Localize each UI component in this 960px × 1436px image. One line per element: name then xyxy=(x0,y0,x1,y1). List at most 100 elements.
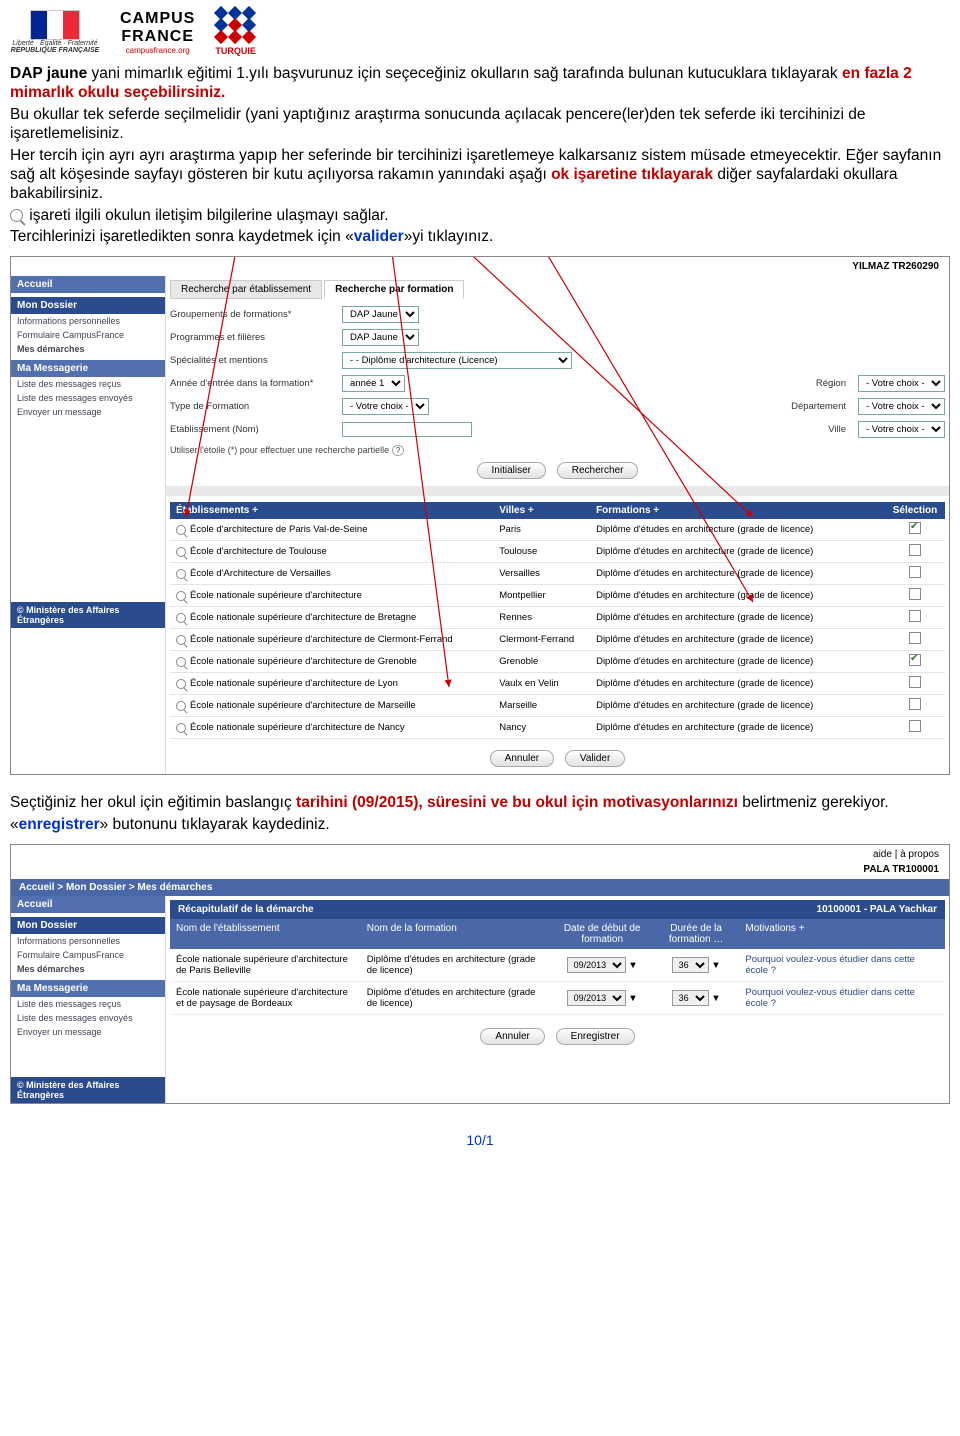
recap-motivation-link[interactable]: Pourquoi voulez-vous étudier dans cette … xyxy=(739,982,945,1014)
table-row: École nationale supérieure d'architectur… xyxy=(170,607,945,629)
table-row: École nationale supérieure d'architectur… xyxy=(170,651,945,673)
selection-checkbox[interactable] xyxy=(909,610,921,622)
sc2-nav-m2[interactable]: Liste des messages envoyés xyxy=(11,1011,165,1025)
sel-date[interactable]: 09/2013 xyxy=(567,990,626,1006)
logo-diamond: TURQUIE xyxy=(215,8,256,56)
magnifier-icon[interactable] xyxy=(176,701,186,711)
table-row: École nationale supérieure d'architectur… xyxy=(170,585,945,607)
p1b: yani mimarlık eğitimi 1.yılı başvurunuz … xyxy=(87,65,842,82)
p5b-valider: valider xyxy=(354,228,404,245)
p2f: » butonunu tıklayarak kaydediniz. xyxy=(100,816,330,833)
instructions-block-1: DAP jaune yani mimarlık eğitimi 1.yılı b… xyxy=(0,64,960,246)
recap-motivation-link[interactable]: Pourquoi voulez-vous étudier dans cette … xyxy=(739,949,945,981)
city: Clermont-Ferrand xyxy=(493,631,590,648)
btn-valider[interactable]: Valider xyxy=(565,750,625,767)
btn-initialiser[interactable]: Initialiser xyxy=(477,462,546,479)
inp-etab[interactable] xyxy=(342,422,472,437)
sc2-breadcrumb: Accueil > Mon Dossier > Mes démarches xyxy=(11,879,949,896)
sel-programmes[interactable]: DAP Jaune xyxy=(342,329,419,346)
sel-specialites[interactable]: - - Diplôme d'architecture (Licence) xyxy=(342,352,572,369)
magnifier-icon[interactable] xyxy=(176,547,186,557)
selection-checkbox[interactable] xyxy=(909,544,921,556)
selection-checkbox[interactable] xyxy=(909,522,921,534)
sel-dur[interactable]: 36 xyxy=(672,957,709,973)
magnifier-icon[interactable] xyxy=(176,635,186,645)
nav-d2[interactable]: Formulaire CampusFrance xyxy=(11,328,165,342)
sc2-nav-d3[interactable]: Mes démarches xyxy=(11,962,165,976)
lbl-region: Région xyxy=(816,378,846,389)
formation: Diplôme d'études en architecture (grade … xyxy=(590,587,885,604)
selection-checkbox[interactable] xyxy=(909,566,921,578)
recap-h2: Nom de la formation xyxy=(361,919,552,949)
nav-messagerie[interactable]: Ma Messagerie xyxy=(11,360,165,377)
p3b: ok işaretine tıklayarak xyxy=(551,166,713,183)
sel-dep[interactable]: - Votre choix - xyxy=(858,398,945,415)
btn-rechercher[interactable]: Rechercher xyxy=(557,462,639,479)
btn-sc2-annuler[interactable]: Annuler xyxy=(480,1028,544,1045)
magnifier-icon[interactable] xyxy=(176,723,186,733)
sel-type[interactable]: - Votre choix - xyxy=(342,398,429,415)
sc2-nav-messagerie[interactable]: Ma Messagerie xyxy=(11,980,165,997)
tab-formation[interactable]: Recherche par formation xyxy=(324,280,464,299)
btn-annuler[interactable]: Annuler xyxy=(490,750,554,767)
sel-date[interactable]: 09/2013 xyxy=(567,957,626,973)
table-row: École nationale supérieure d'architectur… xyxy=(170,717,945,739)
etab-name: École d'architecture de Toulouse xyxy=(190,546,327,557)
nav-d3[interactable]: Mes démarches xyxy=(11,342,165,356)
nav-ministere: © Ministère des Affaires Étrangères xyxy=(11,602,165,628)
recap-row: École nationale supérieure d'architectur… xyxy=(170,982,945,1015)
nav-d1[interactable]: Informations personnelles xyxy=(11,314,165,328)
recap-title: Récapitulatif de la démarche xyxy=(178,904,314,915)
magnifier-icon[interactable] xyxy=(176,569,186,579)
nav-dossier[interactable]: Mon Dossier xyxy=(11,297,165,314)
selection-checkbox[interactable] xyxy=(909,698,921,710)
nav-m2[interactable]: Liste des messages envoyés xyxy=(11,391,165,405)
selection-checkbox[interactable] xyxy=(909,632,921,644)
instructions-block-2: Seçtiğiniz her okul için eğitimin baslan… xyxy=(0,793,960,834)
selection-checkbox[interactable] xyxy=(909,676,921,688)
nav-m1[interactable]: Liste des messages reçus xyxy=(11,377,165,391)
col-ville[interactable]: Villes + xyxy=(493,502,590,519)
col-etab[interactable]: Établissements + xyxy=(170,502,493,519)
etab-name: École nationale supérieure d'architectur… xyxy=(190,590,362,601)
sel-annee[interactable]: année 1 xyxy=(342,375,405,392)
magnifier-icon[interactable] xyxy=(176,525,186,535)
selection-checkbox[interactable] xyxy=(909,720,921,732)
sc2-nav-ministere: © Ministère des Affaires Étrangères xyxy=(11,1077,165,1103)
nav-m3[interactable]: Envoyer un message xyxy=(11,405,165,419)
sc2-nav-accueil[interactable]: Accueil xyxy=(11,896,165,913)
sc2-nav-d1[interactable]: Informations personnelles xyxy=(11,934,165,948)
magnifier-icon[interactable] xyxy=(176,657,186,667)
btn-sc2-enregistrer[interactable]: Enregistrer xyxy=(556,1028,635,1045)
dap-jaune: DAP jaune xyxy=(10,65,87,82)
p2d: « xyxy=(10,816,19,833)
selection-checkbox[interactable] xyxy=(909,588,921,600)
sel-region[interactable]: - Votre choix - xyxy=(858,375,945,392)
etab-name: École nationale supérieure d'architectur… xyxy=(190,634,453,645)
help-icon[interactable]: ? xyxy=(392,445,404,456)
sc2-nav-m1[interactable]: Liste des messages reçus xyxy=(11,997,165,1011)
sel-ville[interactable]: - Votre choix - xyxy=(858,421,945,438)
selection-checkbox[interactable] xyxy=(909,654,921,666)
magnifier-icon[interactable] xyxy=(176,613,186,623)
sc2-nav-dossier[interactable]: Mon Dossier xyxy=(11,917,165,934)
p4: işareti ilgili okulun iletişim bilgileri… xyxy=(25,207,389,224)
nav-accueil[interactable]: Accueil xyxy=(11,276,165,293)
city: Vaulx en Velin xyxy=(493,675,590,692)
magnifier-icon[interactable] xyxy=(176,679,186,689)
sel-groupements[interactable]: DAP Jaune xyxy=(342,306,419,323)
etab-name: École nationale supérieure d'architectur… xyxy=(190,656,417,667)
sc2-aide[interactable]: aide | à propos xyxy=(873,849,939,860)
magnifier-icon[interactable] xyxy=(176,591,186,601)
city: Montpellier xyxy=(493,587,590,604)
table-row: École nationale supérieure d'architectur… xyxy=(170,673,945,695)
tab-etablissement[interactable]: Recherche par établissement xyxy=(170,280,322,299)
formation: Diplôme d'études en architecture (grade … xyxy=(590,521,885,538)
recap-etab: École nationale supérieure d'architectur… xyxy=(170,982,361,1014)
screenshot-2: aide | à propos PALA TR100001 Accueil > … xyxy=(10,844,950,1104)
col-form[interactable]: Formations + xyxy=(590,502,885,519)
sel-dur[interactable]: 36 xyxy=(672,990,709,1006)
formation: Diplôme d'études en architecture (grade … xyxy=(590,697,885,714)
sc2-nav-d2[interactable]: Formulaire CampusFrance xyxy=(11,948,165,962)
sc2-nav-m3[interactable]: Envoyer un message xyxy=(11,1025,165,1039)
